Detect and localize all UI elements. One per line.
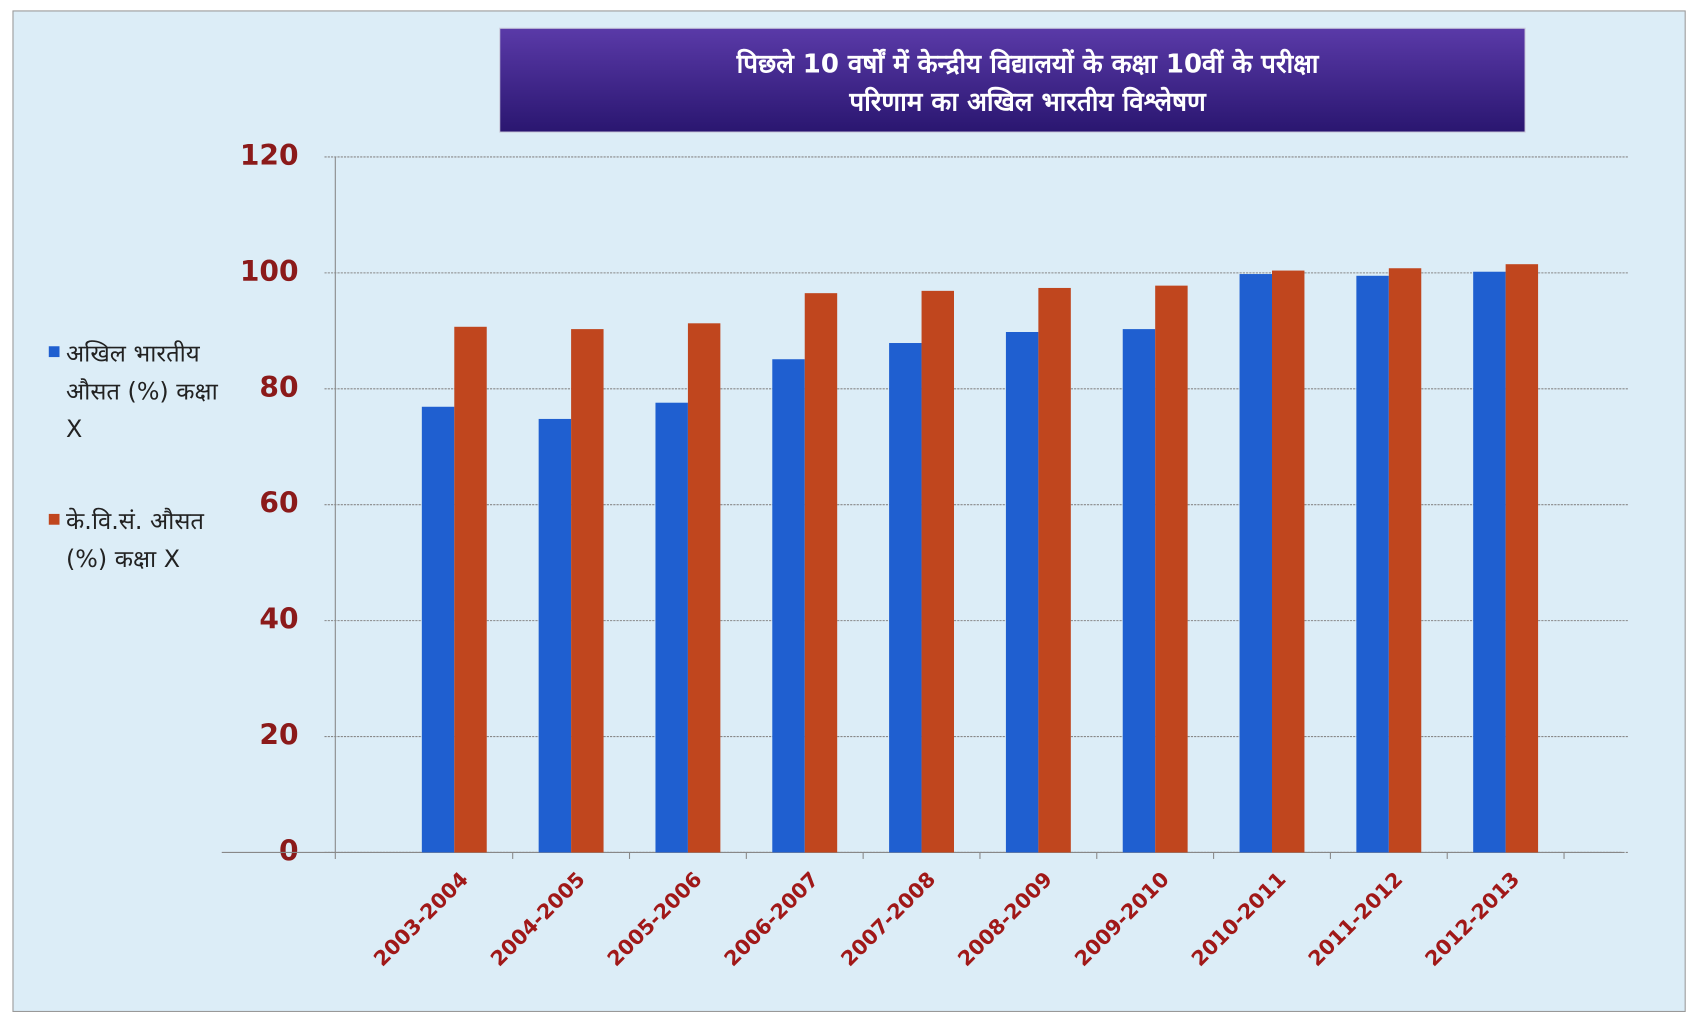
y-tick-label: 40 — [259, 603, 298, 636]
bar — [571, 329, 604, 853]
legend-label: अखिल भारतीय औसत (%) कक्षा X — [65, 340, 218, 444]
legend-label: के.वि.सं. औसत (%) कक्षा X — [65, 508, 204, 574]
legend-entry: के.वि.सं. औसत (%) कक्षा X — [48, 503, 265, 579]
title-box — [499, 27, 1526, 133]
y-tick-label: 120 — [240, 139, 299, 172]
bar — [1473, 271, 1506, 853]
chart-title: परिणाम का अखिल भारतीय विश्लेषण — [848, 86, 1207, 117]
bar — [454, 326, 487, 853]
bar — [804, 293, 838, 853]
bar — [772, 359, 805, 853]
bar — [687, 323, 721, 853]
bar — [1122, 329, 1156, 853]
bar — [1356, 275, 1389, 853]
bar — [1005, 332, 1039, 853]
y-tick-label: 80 — [259, 371, 298, 404]
y-tick-label: 20 — [259, 719, 298, 752]
legend-box: अखिल भारतीय औसत (%) कक्षा X के.वि.सं. औसत… — [48, 335, 265, 579]
legend: अखिल भारतीय औसत (%) कक्षा X के.वि.सं. औसत… — [48, 335, 265, 579]
bar — [1388, 268, 1422, 853]
legend-entry: अखिल भारतीय औसत (%) कक्षा X — [48, 335, 265, 449]
bar — [889, 343, 922, 853]
bar — [1038, 287, 1071, 853]
bar — [1239, 274, 1272, 853]
bar — [1272, 270, 1305, 853]
bar — [655, 402, 688, 853]
y-tick-label: 0 — [279, 834, 299, 867]
bar — [538, 418, 572, 853]
legend-swatch — [48, 346, 60, 358]
bar — [421, 406, 455, 853]
y-tick-label: 60 — [259, 487, 298, 520]
y-tick-label: 100 — [240, 255, 299, 288]
chart-title: पिछले 10 वर्षों में केन्द्रीय विद्यालयों… — [736, 49, 1320, 80]
bar — [921, 290, 954, 853]
legend-swatch — [48, 513, 60, 525]
bar — [1505, 264, 1539, 853]
bar — [1155, 285, 1188, 853]
